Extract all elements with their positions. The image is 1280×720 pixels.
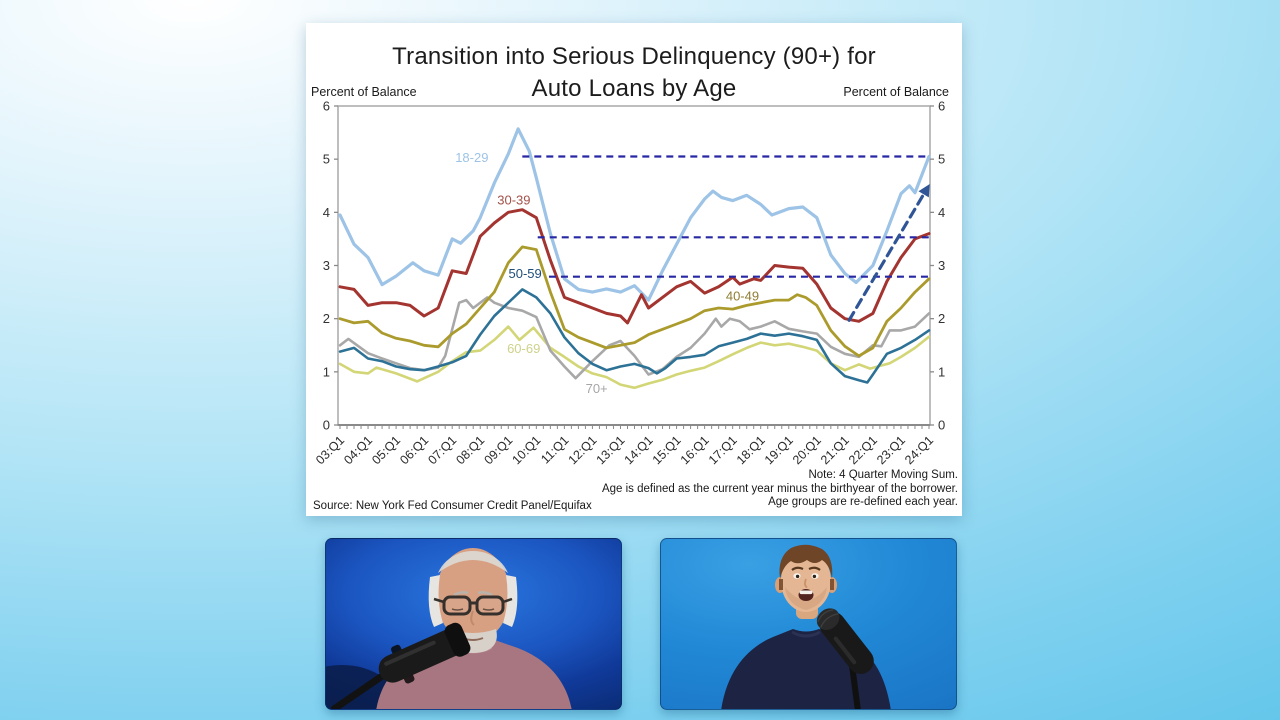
left-axis-title: Percent of Balance [311, 85, 417, 99]
y-tick-label-left: 3 [323, 258, 330, 273]
series-line-40-49 [338, 245, 931, 358]
microphone-icon [816, 608, 874, 674]
delinquency-line-chart: 0 01 12 23 34 45 56 603:Q104:Q105:Q106:Q107:Q10… [313, 99, 945, 468]
x-tick-label: 09:Q1 [481, 433, 515, 467]
y-tick-label-right: 0 [938, 418, 945, 433]
x-tick-label: 03:Q1 [313, 433, 347, 467]
left-speaker-illustration [326, 548, 572, 709]
y-tick-label-right: 2 [938, 311, 945, 326]
note-line: Note: 4 Quarter Moving Sum. [808, 469, 958, 481]
left-speaker [326, 548, 572, 709]
x-tick-label: 17:Q1 [706, 433, 740, 467]
right-speaker [721, 544, 891, 709]
x-tick-label: 05:Q1 [369, 433, 403, 467]
chart-notes: Note: 4 Quarter Moving Sum. Age is defin… [602, 469, 958, 510]
x-tick-label: 07:Q1 [425, 433, 459, 467]
eyebrow [453, 591, 469, 597]
y-tick-label-right: 5 [938, 152, 945, 167]
right-axis-title: Percent of Balance [843, 85, 949, 99]
series-label-30-39: 30-39 [497, 193, 530, 208]
x-tick-label: 08:Q1 [453, 433, 487, 467]
series-label-60-69: 60-69 [507, 341, 540, 356]
face [436, 548, 510, 642]
trend-arrow-shaft [847, 193, 925, 322]
video-feed-left-speaker [325, 538, 622, 710]
pupil [812, 574, 817, 579]
microphone-icon [378, 622, 471, 684]
x-tick-label: 06:Q1 [397, 433, 431, 467]
mic-stand [849, 662, 861, 709]
chart-source: Source: New York Fed Consumer Credit Pan… [313, 500, 592, 512]
glasses-temple [433, 597, 513, 604]
sideburn [830, 579, 834, 590]
y-tick-label-left: 5 [323, 152, 330, 167]
series-label-50-59: 50-59 [508, 266, 541, 281]
chart-card: Transition into Serious Delinquency (90+… [306, 23, 962, 516]
x-tick-label: 18:Q1 [734, 433, 768, 467]
eyebrow [477, 591, 493, 597]
y-tick-label-right: 6 [938, 99, 945, 114]
x-tick-label: 14:Q1 [622, 433, 656, 467]
series-line-18-29 [338, 127, 931, 302]
mic-boom-arm [330, 668, 392, 709]
y-tick-label-left: 6 [323, 99, 330, 114]
y-tick-label-left: 2 [323, 311, 330, 326]
teeth [799, 590, 813, 595]
eyebrow [791, 566, 804, 571]
nose [470, 610, 475, 626]
eyebrow [808, 566, 821, 571]
series-label-18-29: 18-29 [455, 150, 488, 165]
y-tick-label-right: 4 [938, 205, 945, 220]
y-tick-label-left: 0 [323, 418, 330, 433]
x-tick-label: 23:Q1 [874, 433, 908, 467]
x-tick-label: 11:Q1 [538, 433, 571, 466]
y-tick-label-right: 3 [938, 258, 945, 273]
closed-eye [451, 608, 464, 611]
x-tick-label: 16:Q1 [678, 433, 712, 467]
series-label-70+: 70+ [586, 381, 608, 396]
series-label-40-49: 40-49 [726, 288, 759, 303]
series-line-30-39 [338, 208, 931, 325]
nose [804, 578, 808, 589]
tshirt-collar [791, 630, 821, 638]
video-feed-right-speaker [660, 538, 957, 710]
x-tick-label: 20:Q1 [790, 433, 824, 467]
x-tick-label: 22:Q1 [846, 433, 880, 467]
x-tick-label: 21:Q1 [818, 433, 852, 467]
closed-eye [482, 608, 495, 611]
note-line: Age is defined as the current year minus… [601, 482, 958, 495]
x-tick-label: 10:Q1 [509, 433, 543, 467]
x-tick-label: 12:Q1 [566, 433, 600, 467]
glasses-left-lens [442, 595, 472, 616]
hair [779, 544, 833, 579]
x-tick-label: 13:Q1 [594, 433, 628, 467]
trend-arrow-head [918, 183, 930, 198]
x-tick-label: 04:Q1 [341, 433, 375, 467]
y-tick-label-left: 4 [323, 205, 330, 220]
white-hair-top [438, 551, 508, 573]
chart-title-line-1: Transition into Serious Delinquency (90+… [392, 43, 876, 70]
x-tick-label: 15:Q1 [650, 433, 684, 467]
series-line-60-69 [338, 325, 931, 390]
y-tick-label-left: 1 [323, 364, 330, 379]
right-speaker-illustration [721, 544, 891, 709]
x-tick-label: 19:Q1 [762, 433, 796, 467]
stubble [785, 587, 827, 610]
white-hair-right [503, 575, 518, 627]
y-tick-label-right: 1 [938, 364, 945, 379]
chart-title-line-2: Auto Loans by Age [531, 75, 737, 102]
sideburn [779, 579, 783, 590]
glasses-right-lens [475, 595, 505, 616]
note-line: Age groups are re-defined each year. [768, 496, 958, 508]
pupil [795, 574, 800, 579]
white-hair-left [428, 575, 443, 627]
series-line-50-59 [338, 288, 931, 384]
x-tick-label: 24:Q1 [902, 433, 936, 467]
